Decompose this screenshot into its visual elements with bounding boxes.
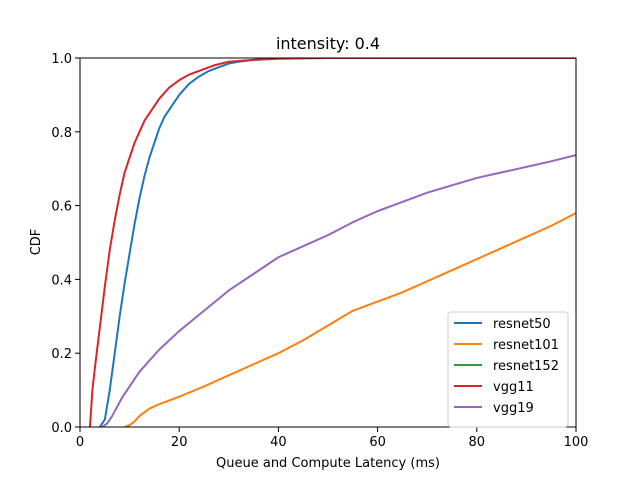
legend-label-resnet101: resnet101 [493,338,559,353]
x-tick-label: 80 [469,435,486,450]
y-tick-label: 1.0 [51,52,72,67]
chart-title: intensity: 0.4 [276,34,380,53]
y-tick-label: 0.2 [51,347,72,362]
series-line-vgg19 [101,154,576,427]
plot-frame [79,57,577,428]
x-tick-label: 60 [369,435,386,450]
x-tick-label: 20 [171,435,188,450]
x-axis-ticks: 0 20 40 60 80 100 [76,427,589,450]
y-axis-label: CDF [29,229,44,256]
y-tick-label: 0.4 [51,273,72,288]
series-line-vgg11 [88,58,576,427]
x-tick-label: 40 [270,435,287,450]
legend-label-vgg19: vgg19 [493,401,534,416]
y-tick-label: 0.8 [51,126,72,141]
y-axis-ticks: 0.0 0.2 0.4 0.6 0.8 1.0 [51,52,80,436]
legend-label-vgg11: vgg11 [493,380,534,395]
x-axis-label: Queue and Compute Latency (ms) [216,456,440,471]
legend-box [447,311,569,428]
y-tick-label: 0.6 [51,200,72,215]
series-line-resnet101 [124,212,576,427]
y-tick-label: 0.0 [51,421,72,436]
legend-label-resnet50: resnet50 [493,317,551,332]
x-tick-label: 100 [564,435,589,450]
x-tick-label: 0 [76,435,84,450]
legend: resnet50 resnet101 resnet152 vgg11 vgg19 [447,311,569,428]
legend-label-resnet152: resnet152 [493,359,559,374]
plot-lines [88,58,576,427]
series-line-resnet50 [99,58,576,427]
